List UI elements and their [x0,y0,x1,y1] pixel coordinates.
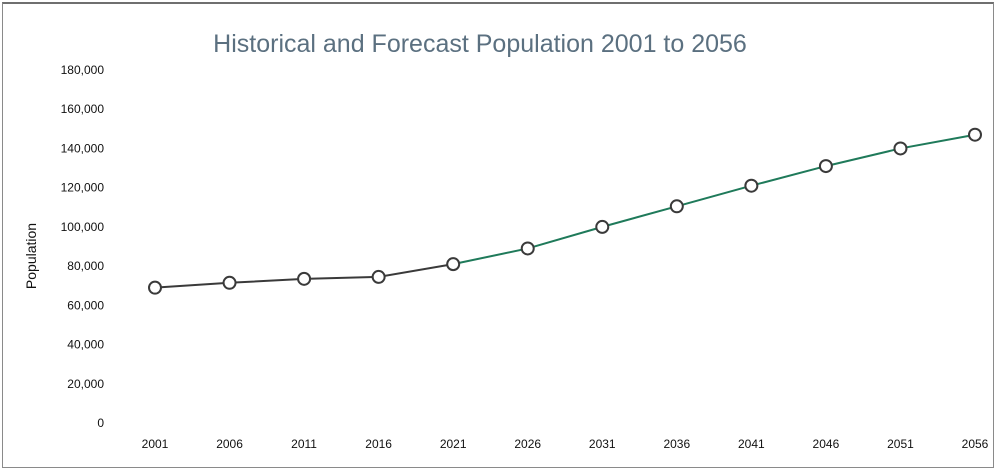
y-tick-label: 160,000 [61,102,105,116]
chart-title: Historical and Forecast Population 2001 … [213,30,747,58]
y-tick-label: 180,000 [61,63,105,77]
data-point [520,241,535,256]
data-point [446,257,461,272]
series-line [452,133,976,266]
data-point [744,178,759,193]
data-point [669,199,684,214]
series-points [148,127,982,295]
series-lines [154,133,976,289]
x-tick-label: 2041 [738,437,765,451]
data-point [222,275,237,290]
y-axis-ticks: 0 20,000 40,000 60,000 80,000 100,000 120,000 1… [61,63,105,430]
x-tick-label: 2051 [887,437,914,451]
x-tick-label: 2001 [142,437,169,451]
y-tick-label: 80,000 [67,259,104,273]
y-tick-label: 120,000 [61,181,105,195]
data-point [371,269,386,284]
x-tick-label: 2036 [663,437,690,451]
data-point [595,219,610,234]
y-axis-label: Population [23,223,39,289]
x-tick-label: 2031 [589,437,616,451]
y-tick-label: 40,000 [67,338,104,352]
data-point [893,141,908,156]
y-tick-label: 140,000 [61,141,105,155]
x-tick-label: 2021 [440,437,467,451]
data-point [818,159,833,174]
data-point [968,127,982,142]
y-tick-label: 60,000 [67,298,104,312]
x-tick-label: 2016 [365,437,392,451]
y-tick-label: 0 [97,416,104,430]
x-tick-label: 2006 [216,437,243,451]
x-tick-label: 2046 [813,437,840,451]
data-point [297,271,312,286]
x-tick-label: 2026 [514,437,541,451]
x-tick-label: 2011 [291,437,317,451]
data-point [148,280,162,295]
x-axis-ticks: 2001 2006 2011 2016 2021 2026 2031 2036 2041 2046… [142,437,989,451]
y-tick-label: 20,000 [67,377,104,391]
x-tick-label: 2056 [962,437,989,451]
y-tick-label: 100,000 [61,220,105,234]
